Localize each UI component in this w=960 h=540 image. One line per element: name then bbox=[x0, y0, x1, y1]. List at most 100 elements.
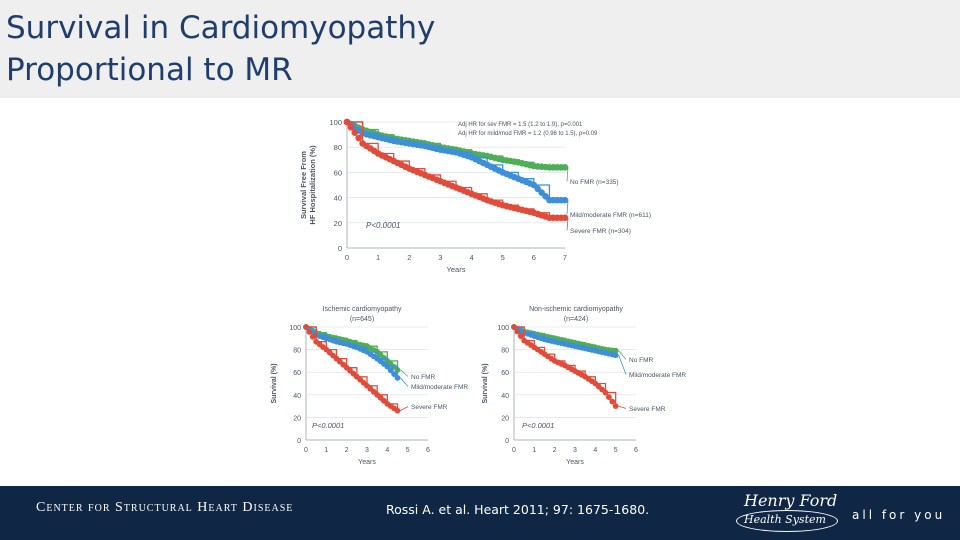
legend-label-green: No FMR (n=335) bbox=[570, 179, 619, 186]
x-tick-label: 6 bbox=[634, 447, 638, 454]
y-tick-label: 20 bbox=[293, 415, 301, 422]
x-tick-label: 3 bbox=[365, 447, 369, 454]
legend-leader-green bbox=[618, 350, 627, 360]
panel-title: Non-ischemic cardiomyopathy bbox=[529, 306, 623, 313]
series-point-red bbox=[355, 134, 362, 142]
series-point-red bbox=[343, 118, 351, 126]
series-point-red bbox=[602, 389, 609, 396]
p-value-label: P<0.0001 bbox=[366, 221, 400, 230]
x-tick-label: 4 bbox=[593, 447, 597, 454]
x-tick-label: 0 bbox=[345, 253, 349, 262]
panel-title: Ischemic cardiomyopathy bbox=[323, 306, 402, 313]
y-tick-label: 40 bbox=[334, 194, 342, 203]
series-point-blue bbox=[612, 352, 619, 359]
x-axis-label: Years bbox=[447, 265, 466, 274]
hazard-ratio-annotation: Adj HR for mild/mod FMR = 1.2 (0.96 to 1… bbox=[458, 131, 598, 137]
x-tick-label: 4 bbox=[385, 447, 389, 454]
series-line-red bbox=[306, 326, 399, 411]
series-point-blue bbox=[384, 363, 391, 370]
y-tick-label: 0 bbox=[505, 438, 509, 445]
logo-line-1: Henry Ford bbox=[744, 491, 838, 510]
series-point-blue bbox=[394, 374, 401, 381]
legend-label-red: Severe FMR (n=304) bbox=[570, 228, 631, 235]
legend-label-red: Severe FMR bbox=[411, 404, 448, 411]
center-name: Center for Structural Heart Disease bbox=[36, 500, 294, 515]
series-line-green bbox=[306, 326, 399, 370]
x-tick-label: 2 bbox=[407, 253, 411, 262]
x-tick-label: 6 bbox=[426, 447, 430, 454]
y-tick-label: 100 bbox=[497, 325, 509, 332]
y-tick-label: 0 bbox=[297, 438, 301, 445]
y-tick-label: 0 bbox=[338, 244, 342, 253]
y-tick-label: 100 bbox=[329, 118, 342, 127]
y-tick-label: 20 bbox=[334, 219, 342, 228]
series-point-red bbox=[514, 328, 521, 335]
legend-leader-red bbox=[400, 406, 409, 411]
legend-leader-green bbox=[400, 369, 409, 377]
p-value-label: P<0.0001 bbox=[312, 421, 344, 430]
y-tick-label: 60 bbox=[293, 370, 301, 377]
hazard-ratio-annotation: Adj HR for sev FMR = 1.5 (1.2 to 1.9), p… bbox=[458, 122, 583, 128]
panel-subtitle: (n=645) bbox=[350, 316, 374, 323]
y-tick-label: 80 bbox=[334, 143, 342, 152]
legend-leader-red bbox=[566, 217, 569, 231]
y-tick-label: 60 bbox=[334, 168, 342, 177]
y-tick-label: 20 bbox=[501, 415, 509, 422]
series-point-red bbox=[511, 324, 517, 330]
series-point-blue bbox=[561, 196, 569, 204]
slide-title-line-1: Survival in Cardiomyopathy bbox=[6, 10, 436, 46]
legend-label-red: Severe FMR bbox=[629, 406, 666, 413]
x-tick-label: 1 bbox=[376, 253, 380, 262]
y-tick-label: 40 bbox=[501, 393, 509, 400]
y-tick-label: 80 bbox=[293, 348, 301, 355]
tagline: all for you bbox=[852, 508, 946, 522]
y-axis-label: Survival Free From bbox=[299, 151, 308, 219]
series-point-red bbox=[347, 124, 355, 131]
y-axis-label: Survival (%) bbox=[271, 363, 278, 403]
series-line-green bbox=[347, 121, 565, 169]
x-axis-label: Years bbox=[358, 459, 376, 466]
series-point-red bbox=[351, 129, 359, 137]
x-tick-label: 5 bbox=[501, 253, 505, 262]
series-point-red bbox=[605, 394, 612, 400]
x-tick-label: 5 bbox=[614, 447, 618, 454]
series-point-red bbox=[517, 333, 524, 339]
series-point-blue bbox=[391, 371, 398, 377]
legend-leader-green bbox=[566, 167, 569, 182]
legend-label-blue: Mild/moderate FMR bbox=[629, 372, 686, 379]
series-point-red bbox=[612, 403, 619, 409]
x-tick-label: 1 bbox=[532, 447, 536, 454]
series-point-red bbox=[561, 214, 569, 222]
series-point-blue bbox=[387, 367, 394, 374]
legend-leader-red bbox=[618, 405, 627, 409]
panel-subtitle: (n=424) bbox=[564, 316, 588, 323]
x-tick-label: 4 bbox=[469, 253, 473, 262]
slide-title-line-2: Proportional to MR bbox=[6, 52, 293, 88]
x-tick-label: 3 bbox=[438, 253, 442, 262]
x-tick-label: 0 bbox=[304, 447, 308, 454]
logo-oval bbox=[736, 510, 838, 532]
x-tick-label: 1 bbox=[324, 447, 328, 454]
legend-leader-blue bbox=[618, 355, 627, 375]
legend-label-blue: Mild/moderate FMR (n=611) bbox=[570, 212, 651, 219]
series-point-red bbox=[609, 398, 616, 405]
legend-leader-blue bbox=[400, 377, 409, 387]
series-line-blue bbox=[306, 326, 399, 378]
henry-ford-logo: Henry Ford Health System bbox=[734, 491, 844, 535]
series-point-green bbox=[612, 347, 619, 354]
series-point-red bbox=[306, 328, 313, 335]
legend-label-green: No FMR bbox=[411, 374, 436, 381]
y-tick-label: 40 bbox=[293, 393, 301, 400]
legend-leader-blue bbox=[566, 200, 569, 215]
y-axis-label: HF Hospitalization (%) bbox=[308, 145, 317, 225]
legend-label-green: No FMR bbox=[629, 357, 654, 364]
y-tick-label: 80 bbox=[501, 348, 509, 355]
x-tick-label: 5 bbox=[406, 447, 410, 454]
footer-bar: Center for Structural Heart Disease Ross… bbox=[0, 486, 960, 540]
x-tick-label: 7 bbox=[563, 253, 567, 262]
y-tick-label: 100 bbox=[289, 325, 301, 332]
y-tick-label: 60 bbox=[501, 370, 509, 377]
x-tick-label: 2 bbox=[345, 447, 349, 454]
series-point-green bbox=[561, 164, 569, 171]
